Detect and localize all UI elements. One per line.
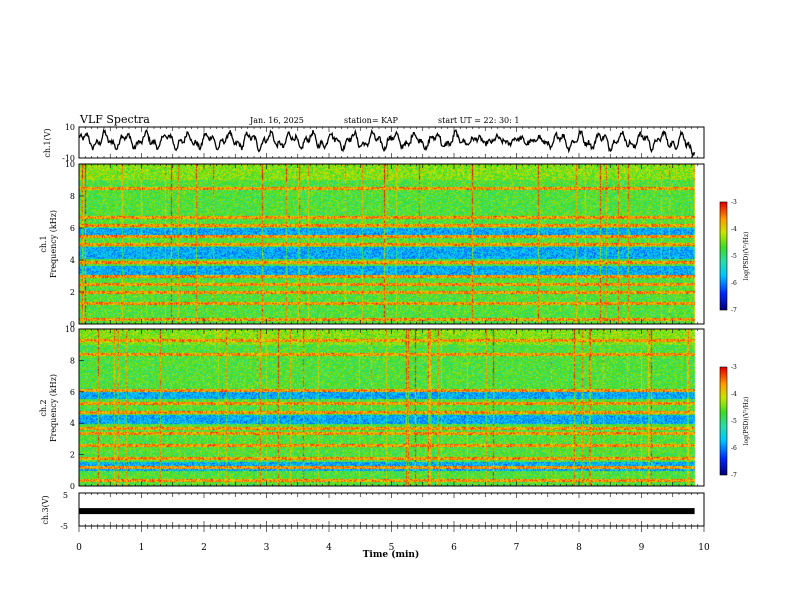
ch2-spectrogram-ylabel-channel: ch.2 [39, 399, 48, 416]
ch1-waveform-line [78, 128, 696, 159]
colorbar-tick-label--5: -5 [731, 418, 737, 425]
colorbar-tick-label--7: -7 [731, 472, 737, 479]
time-axis-label: Time (min) [363, 549, 420, 560]
ch3-ylabel: ch.3(V) [41, 495, 50, 524]
ch1-colorbar [720, 202, 727, 310]
ytick-label-6: 6 [70, 224, 75, 233]
ch2-colorbar-label: log(PSD)(V²/Hz) [743, 397, 750, 446]
ch1-colorbar-frame [719, 201, 728, 311]
ytick-label-2: 2 [70, 288, 75, 297]
colorbar-tick-label--7: -7 [731, 307, 737, 314]
ch1-ytick-bottom: -10 [62, 154, 75, 163]
time-axis-tick-label-8: 8 [576, 543, 582, 553]
ytick-label-10: 10 [65, 325, 75, 334]
ch1-spectrogram-ylabel-frequency: Frequency (kHz) [49, 210, 58, 278]
ch2-colorbar [720, 367, 727, 475]
date-label: Jan. 16, 2025 [249, 116, 304, 125]
ytick-label-2: 2 [70, 451, 75, 460]
time-axis-tick-label-3: 3 [264, 543, 270, 553]
ch1-ytick-top: 10 [65, 123, 75, 132]
ytick-label-0: 0 [70, 320, 75, 329]
time-axis-tick-label-4: 4 [326, 543, 332, 553]
time-axis-tick-label-9: 9 [639, 543, 645, 553]
station-label: station= KAP [344, 116, 399, 125]
ch2-spectrogram-ylabel-frequency: Frequency (kHz) [49, 374, 58, 442]
ytick-label-0: 0 [70, 482, 75, 491]
time-axis-tick-label-7: 7 [514, 543, 520, 553]
ch1-spectrogram-image [79, 164, 704, 324]
time-axis-tick-label-10: 10 [698, 543, 710, 553]
time-axis-tick-label-0: 0 [76, 543, 82, 553]
ch3-ytick-bottom: -5 [60, 522, 68, 531]
colorbar-tick-label--5: -5 [731, 253, 737, 260]
time-axis: 0 1 2 3 4 5 6 7 8 9 10 [76, 526, 710, 553]
time-axis-tick-label-1: 1 [139, 543, 145, 553]
colorbar-tick-label--6: -6 [731, 445, 737, 452]
ytick-label-8: 8 [70, 356, 75, 365]
ytick-label-4: 4 [70, 256, 75, 265]
ch3-panel: 5 -5 ch.3(V) [41, 491, 705, 531]
colorbar-tick-label--4: -4 [731, 226, 737, 233]
start-time-label: start UT = 22: 30: 1 [438, 116, 519, 125]
ch2-spectrogram-image [79, 329, 704, 486]
colorbar-tick-label--3: -3 [731, 364, 737, 371]
ch1-waveform-panel: 10 -10 ch.1(V) [43, 123, 705, 163]
colorbar-tick-label--4: -4 [731, 391, 737, 398]
ch1-spectrogram-ylabel-channel: ch.1 [39, 235, 48, 252]
ytick-label-6: 6 [70, 388, 75, 397]
panel-tick-marks [78, 127, 705, 526]
colorbar-tick-label--6: -6 [731, 280, 737, 287]
ch3-ytick-top: 5 [63, 491, 68, 500]
ch1-waveform-ylabel: ch.1(V) [43, 128, 52, 157]
time-axis-tick-label-6: 6 [451, 543, 457, 553]
ch3-signal-bar [79, 508, 695, 515]
ch2-colorbar-frame [719, 366, 728, 476]
time-axis-tick-label-5: 5 [389, 543, 395, 553]
ch1-colorbar-label: log(PSD)(V²/Hz) [743, 232, 750, 281]
ytick-label-8: 8 [70, 192, 75, 201]
ytick-label-10: 10 [65, 160, 75, 169]
colorbar-tick-label--3: -3 [731, 199, 737, 206]
ytick-label-4: 4 [70, 419, 75, 428]
time-axis-tick-label-2: 2 [201, 543, 207, 553]
figure-title: VLF Spectra [79, 113, 150, 126]
